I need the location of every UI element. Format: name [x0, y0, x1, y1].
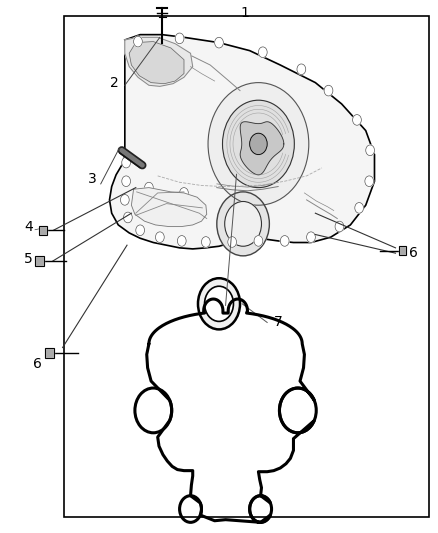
Text: 4: 4: [24, 220, 33, 233]
Polygon shape: [240, 122, 284, 175]
Bar: [399, 246, 406, 255]
Polygon shape: [131, 188, 207, 227]
Circle shape: [180, 188, 188, 198]
Bar: [39, 226, 47, 235]
Circle shape: [134, 36, 142, 47]
Polygon shape: [110, 35, 374, 249]
Circle shape: [215, 37, 223, 48]
Bar: [45, 348, 54, 358]
Polygon shape: [129, 42, 184, 84]
Text: 3: 3: [88, 172, 96, 185]
Circle shape: [198, 278, 240, 329]
Text: 2: 2: [110, 76, 118, 90]
Circle shape: [353, 115, 361, 125]
Text: 5: 5: [24, 252, 33, 265]
Circle shape: [355, 203, 364, 213]
Text: 8: 8: [232, 161, 241, 175]
Circle shape: [280, 236, 289, 246]
Circle shape: [223, 100, 294, 188]
Circle shape: [145, 182, 153, 193]
Circle shape: [122, 157, 131, 168]
Bar: [35, 256, 44, 266]
Circle shape: [307, 232, 315, 243]
Circle shape: [124, 212, 132, 223]
Bar: [35, 256, 44, 266]
Text: 6: 6: [33, 357, 42, 370]
Circle shape: [122, 176, 131, 187]
Circle shape: [175, 33, 184, 44]
Bar: [399, 246, 406, 255]
Bar: [64, 16, 429, 517]
Circle shape: [201, 237, 210, 247]
Circle shape: [335, 221, 344, 232]
Polygon shape: [125, 37, 193, 86]
Circle shape: [366, 145, 374, 156]
Text: 1: 1: [241, 6, 250, 20]
Circle shape: [205, 286, 233, 321]
Text: 6: 6: [410, 246, 418, 260]
Circle shape: [228, 237, 237, 247]
Circle shape: [365, 176, 374, 187]
Circle shape: [136, 225, 145, 236]
Circle shape: [324, 85, 333, 96]
Circle shape: [258, 47, 267, 58]
Circle shape: [217, 192, 269, 256]
Circle shape: [120, 195, 129, 205]
Bar: [45, 348, 54, 358]
Circle shape: [225, 201, 261, 246]
Circle shape: [250, 133, 267, 155]
Circle shape: [177, 236, 186, 246]
Circle shape: [155, 232, 164, 243]
Text: 7: 7: [274, 316, 283, 329]
Bar: [39, 226, 47, 235]
Circle shape: [297, 64, 306, 75]
Circle shape: [208, 83, 309, 205]
Circle shape: [254, 236, 263, 246]
